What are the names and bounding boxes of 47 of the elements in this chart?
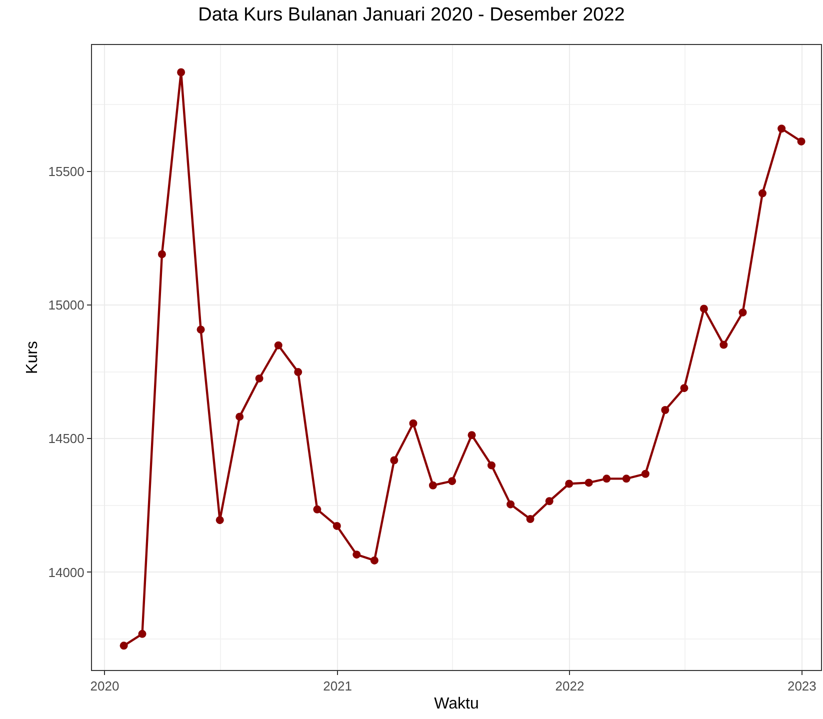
y-tick-label: 15000	[48, 298, 84, 313]
y-tick-label: 14500	[48, 431, 84, 446]
point	[700, 304, 708, 313]
point	[622, 474, 630, 483]
point	[680, 384, 688, 392]
point	[274, 341, 282, 350]
point	[216, 516, 224, 524]
point	[177, 68, 186, 76]
point	[468, 431, 476, 440]
x-tick-label: 2021	[323, 678, 352, 694]
point	[738, 308, 747, 316]
point	[720, 340, 728, 349]
point	[565, 480, 574, 488]
point	[409, 419, 418, 428]
point	[758, 189, 766, 198]
point	[158, 250, 166, 258]
point	[602, 474, 611, 483]
point	[661, 406, 670, 414]
point	[545, 497, 554, 506]
point	[584, 478, 593, 487]
x-tick-label: 2020	[90, 678, 120, 694]
x-tick-label: 2022	[555, 678, 584, 694]
point	[138, 630, 146, 638]
chart-title: Data Kurs Bulanan Januari 2020 - Desember 2022	[198, 4, 625, 26]
point	[313, 505, 322, 514]
point	[390, 456, 398, 464]
point	[255, 374, 264, 382]
point	[294, 368, 302, 376]
point	[352, 550, 361, 559]
y-tick-label: 15500	[48, 164, 84, 179]
x-tick-label: 2023	[787, 678, 816, 694]
point	[448, 477, 456, 486]
point	[236, 412, 244, 421]
y-tick-label: 14000	[48, 564, 84, 580]
point	[370, 556, 378, 564]
x-axis-title: Waktu	[434, 695, 479, 712]
y-axis-title: Kurs	[24, 341, 42, 374]
point	[428, 481, 437, 490]
point	[778, 124, 786, 133]
point	[526, 515, 534, 524]
point	[120, 642, 128, 650]
point	[487, 461, 496, 470]
point	[506, 500, 515, 508]
point	[332, 522, 341, 530]
point	[797, 137, 806, 146]
point	[641, 470, 650, 478]
point	[196, 326, 205, 334]
